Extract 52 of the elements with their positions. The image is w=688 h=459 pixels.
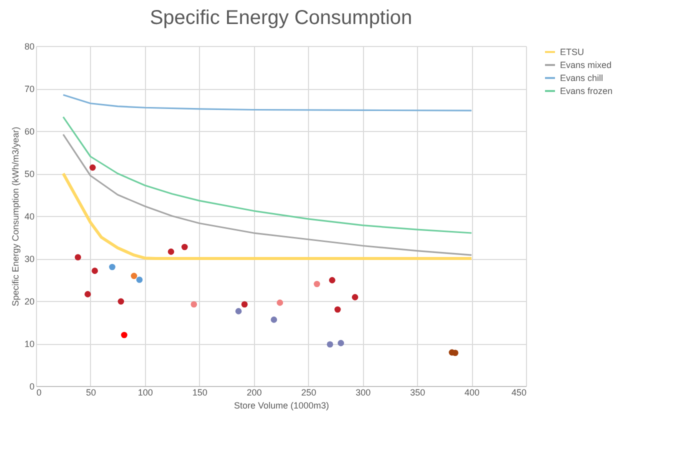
point xyxy=(235,308,242,314)
chart-title: Specific Energy Consumption xyxy=(150,7,412,29)
point xyxy=(452,350,458,356)
x-tick-label: 0 xyxy=(36,388,42,398)
point xyxy=(168,248,174,255)
point xyxy=(74,254,82,260)
point xyxy=(352,294,358,300)
x-tick-label: 50 xyxy=(86,388,96,398)
point xyxy=(121,332,128,338)
x-tick-label: 450 xyxy=(511,388,526,398)
point xyxy=(270,316,278,323)
point xyxy=(84,291,91,298)
y-tick-label: 40 xyxy=(24,212,34,222)
line-series xyxy=(62,172,474,260)
legend-label: Evans chill xyxy=(560,73,604,83)
legend-label: ETSU xyxy=(560,47,584,57)
point xyxy=(130,272,138,280)
x-tick-label: 350 xyxy=(410,388,426,398)
point xyxy=(89,164,96,171)
point xyxy=(118,298,124,305)
point xyxy=(314,280,320,288)
point xyxy=(338,340,344,346)
point xyxy=(241,301,248,308)
y-axis-title: Specific Energy Consumption (kWh/m3/year) xyxy=(10,126,20,306)
point xyxy=(334,306,341,313)
y-tick-label: 60 xyxy=(24,126,34,136)
point xyxy=(326,341,334,348)
point xyxy=(181,244,188,250)
point xyxy=(92,268,98,274)
x-tick-label: 150 xyxy=(192,388,208,398)
y-tick-label: 50 xyxy=(24,169,34,179)
line-series xyxy=(62,116,472,234)
point xyxy=(136,276,143,283)
x-tick-label: 100 xyxy=(138,388,153,398)
legend-label: Evans frozen xyxy=(560,86,613,96)
line-series xyxy=(62,134,472,256)
x-tick-label: 400 xyxy=(464,388,480,398)
x-tick-label: 250 xyxy=(301,388,316,398)
point xyxy=(276,300,284,306)
legend-label: Evans mixed xyxy=(560,60,612,70)
x-tick-label: 300 xyxy=(356,388,371,398)
x-tick-label: 200 xyxy=(246,388,262,398)
y-tick-label: 10 xyxy=(24,339,34,349)
point xyxy=(190,301,198,308)
y-tick-label: 20 xyxy=(24,296,34,306)
line-series xyxy=(62,94,472,112)
y-tick-label: 30 xyxy=(24,254,34,264)
point xyxy=(109,264,116,270)
point xyxy=(329,277,336,284)
y-tick-label: 70 xyxy=(24,84,34,94)
y-tick-label: 80 xyxy=(24,42,34,52)
x-axis-title: Store Volume (1000m3) xyxy=(234,400,330,410)
